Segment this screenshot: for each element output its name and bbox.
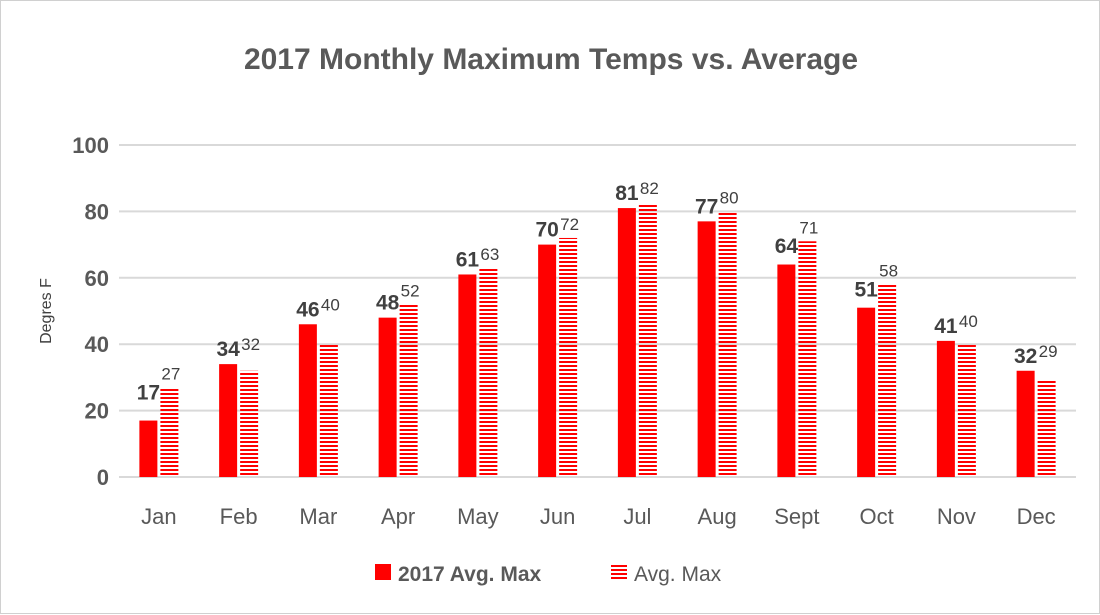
x-tick-label: Dec xyxy=(1017,504,1056,529)
bar-2017-avg-max xyxy=(1016,370,1035,477)
bar-2017-avg-max xyxy=(298,324,317,477)
data-label-2017: 81 xyxy=(615,182,639,205)
x-tick-label: Mar xyxy=(299,504,337,529)
data-label-2017: 17 xyxy=(137,381,160,404)
data-label-2017: 64 xyxy=(775,235,799,258)
bar-avg-max xyxy=(479,267,498,477)
y-tick-label: 20 xyxy=(85,399,109,424)
data-label-2017: 77 xyxy=(695,195,718,218)
data-label-avg: 29 xyxy=(1039,342,1058,361)
x-tick-label: Aug xyxy=(698,504,737,529)
bar-avg-max xyxy=(559,237,578,477)
bar-2017-avg-max xyxy=(857,307,876,477)
bar-2017-avg-max xyxy=(936,340,955,477)
bar-2017-avg-max xyxy=(777,264,796,477)
y-tick-label: 0 xyxy=(97,465,109,490)
x-tick-label: Jul xyxy=(623,504,651,529)
data-label-2017: 34 xyxy=(216,338,240,361)
data-label-avg: 71 xyxy=(799,218,818,237)
bar-avg-max xyxy=(240,370,259,477)
chart-title: 2017 Monthly Maximum Temps vs. Average xyxy=(244,43,858,76)
data-label-avg: 82 xyxy=(640,179,659,198)
data-label-avg: 52 xyxy=(401,281,420,300)
data-label-2017: 70 xyxy=(535,219,558,242)
data-label-avg: 40 xyxy=(959,312,978,331)
bar-avg-max xyxy=(399,304,418,477)
bar-avg-max xyxy=(957,344,976,477)
bar-avg-max xyxy=(638,204,657,477)
data-label-2017: 46 xyxy=(296,298,319,321)
bar-2017-avg-max xyxy=(378,317,397,477)
bar-2017-avg-max xyxy=(458,274,477,477)
legend-label-avg: Avg. Max xyxy=(634,563,722,586)
data-label-2017: 48 xyxy=(376,292,400,315)
bar-avg-max xyxy=(319,344,338,477)
bar-avg-max xyxy=(160,387,179,477)
y-axis-label: Degres F xyxy=(38,278,55,344)
bar-2017-avg-max xyxy=(219,364,238,477)
legend-swatch-2017 xyxy=(375,564,391,580)
legend: 2017 Avg. Max Avg. Max xyxy=(375,563,722,586)
x-tick-label: Jan xyxy=(141,504,176,529)
y-tick-label: 80 xyxy=(85,199,109,224)
data-label-2017: 32 xyxy=(1014,345,1037,368)
data-label-avg: 80 xyxy=(720,188,739,207)
bar-avg-max xyxy=(798,241,817,477)
legend-swatch-avg xyxy=(611,564,627,580)
data-label-avg: 32 xyxy=(241,335,260,354)
legend-label-2017: 2017 Avg. Max xyxy=(398,563,542,586)
bar-avg-max xyxy=(718,211,737,477)
data-label-2017: 61 xyxy=(456,248,480,271)
bar-avg-max xyxy=(1037,380,1056,477)
data-label-2017: 41 xyxy=(934,315,958,338)
x-tick-label: May xyxy=(457,504,499,529)
data-label-avg: 40 xyxy=(321,295,340,314)
y-tick-label: 40 xyxy=(85,332,109,357)
data-label-2017: 51 xyxy=(854,278,878,301)
data-label-avg: 72 xyxy=(560,215,579,234)
bar-2017-avg-max xyxy=(139,420,158,477)
data-label-avg: 27 xyxy=(161,364,180,383)
bar-avg-max xyxy=(878,284,897,477)
x-tick-label: Sept xyxy=(774,504,819,529)
x-tick-label: Jun xyxy=(540,504,575,529)
data-label-avg: 58 xyxy=(879,261,898,280)
bar-2017-avg-max xyxy=(617,208,636,477)
y-tick-label: 60 xyxy=(85,266,109,291)
x-tick-label: Feb xyxy=(220,504,258,529)
x-tick-label: Apr xyxy=(381,504,415,529)
y-tick-label: 100 xyxy=(72,133,109,158)
x-tick-label: Oct xyxy=(860,504,894,529)
bar-2017-avg-max xyxy=(697,221,716,477)
data-label-avg: 63 xyxy=(480,245,499,264)
x-tick-label: Nov xyxy=(937,504,976,529)
bar-2017-avg-max xyxy=(538,244,557,477)
